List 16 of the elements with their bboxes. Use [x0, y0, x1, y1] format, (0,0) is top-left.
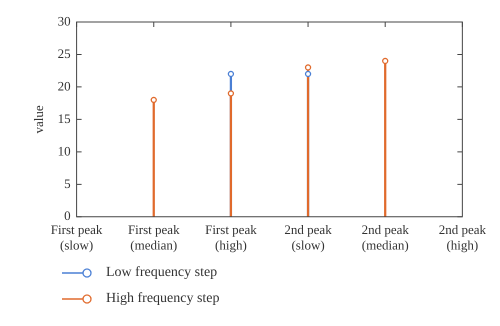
y-tick-label: 30	[58, 13, 71, 28]
y-tick-label: 5	[64, 176, 71, 191]
legend-label: High frequency step	[106, 291, 220, 307]
y-tick-label: 20	[58, 78, 71, 94]
x-tick-label: 2nd peak (median)	[362, 222, 410, 253]
legend-label: Low frequency step	[106, 265, 218, 281]
x-tick-label: First peak (slow)	[50, 222, 103, 253]
y-tick-label: 15	[58, 110, 71, 126]
x-tick-label: First peak (high)	[205, 222, 258, 253]
y-tick-label: 25	[58, 46, 71, 61]
y-axis-title: value	[31, 105, 46, 134]
x-tick-label: First peak (median)	[128, 222, 180, 253]
x-tick-label: 2nd peak (slow)	[284, 222, 332, 253]
y-tick-label: 10	[58, 143, 71, 158]
y-tick-label: 0	[64, 208, 71, 224]
x-tick-label: 2nd peak (high)	[438, 222, 486, 253]
